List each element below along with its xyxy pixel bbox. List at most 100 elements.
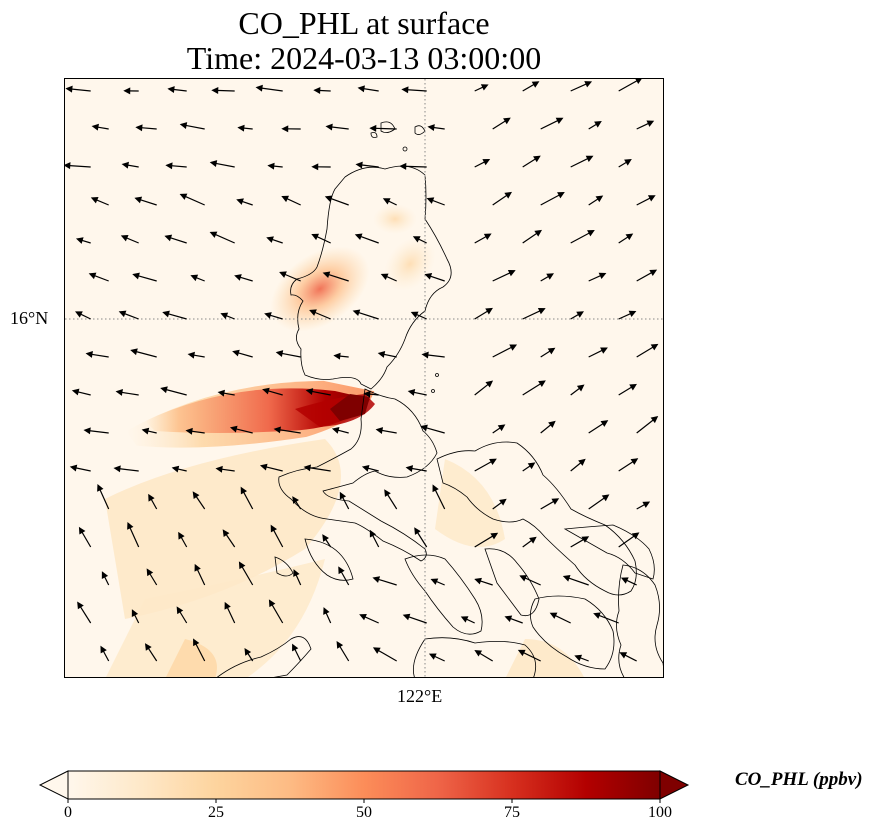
latitude-label: 16°N	[10, 308, 49, 328]
wind-vector-head-100	[262, 387, 270, 395]
wind-vector-head-115	[420, 424, 428, 432]
wind-vector-135	[242, 490, 254, 510]
wind-vector-178	[553, 614, 571, 624]
wind-vector-head-71	[649, 269, 658, 277]
wind-vector-head-187	[428, 653, 437, 660]
wind-vector-head-88	[275, 350, 284, 357]
wind-vector-head-73	[118, 310, 127, 318]
wind-vector-27	[213, 162, 235, 168]
wind-vector-head-58	[587, 230, 595, 237]
wind-vector-118	[588, 422, 605, 434]
wind-vector-111	[234, 427, 253, 434]
wind-vector-71	[636, 271, 654, 282]
wind-vector-head-56	[483, 233, 492, 240]
wind-vector-head-135	[240, 486, 248, 495]
wind-vector-head-155	[631, 532, 640, 540]
wind-vector-3	[215, 89, 235, 92]
wind-vector-head-62	[190, 274, 199, 282]
wind-vector-151	[416, 530, 428, 548]
colorbar-tick-marks	[67, 799, 661, 803]
wind-vector-head-67	[424, 273, 433, 280]
wind-vector-147	[224, 532, 236, 548]
wind-vector-91	[425, 354, 445, 358]
wind-vector-139	[433, 488, 446, 510]
wind-vector-head-112	[273, 426, 282, 434]
wind-vector-head-55	[412, 236, 421, 243]
wind-vector-head-0	[65, 85, 73, 93]
wind-vector-head-183	[244, 647, 252, 656]
wind-vector-head-107	[629, 383, 637, 391]
wind-vector-head-114	[375, 427, 384, 434]
wind-vector-74	[166, 312, 187, 320]
colorbar-extend-min	[38, 770, 69, 800]
wind-vector-45	[540, 193, 562, 206]
wind-vector-101	[309, 390, 331, 396]
wind-vector-head-181	[144, 643, 152, 651]
wind-vector-head-191	[619, 652, 628, 659]
wind-vector-head-169	[131, 609, 139, 617]
wind-vector-13	[139, 126, 157, 130]
wind-vector-head-177	[504, 615, 513, 623]
wind-vector-head-2	[167, 86, 175, 93]
wind-vector-131	[618, 460, 635, 472]
wind-vector-head-128	[489, 458, 497, 466]
wind-vector-head-20	[503, 117, 511, 125]
wind-vector-head-184	[292, 643, 299, 652]
wind-vector-115	[424, 426, 445, 434]
wind-vector-154	[570, 537, 586, 548]
wind-vector-166	[566, 576, 589, 586]
wind-vector-head-94	[600, 347, 608, 354]
wind-vector-head-23	[646, 120, 655, 127]
colorbar-tick-50: 50	[356, 804, 372, 821]
wind-vector-4	[259, 87, 283, 92]
wind-vector-head-158	[194, 563, 201, 572]
wind-vector-head-17	[325, 123, 333, 131]
wind-vector-175	[406, 615, 427, 624]
wind-vector-head-64	[279, 271, 287, 278]
wind-vector-head-173	[323, 607, 330, 615]
wind-vector-head-61	[132, 272, 140, 280]
wind-vector-114	[379, 429, 397, 434]
wind-vector-head-106	[576, 384, 585, 392]
wind-vector-26	[169, 164, 187, 168]
wind-vector-head-95	[650, 343, 659, 351]
wind-vector-head-179	[593, 612, 601, 619]
wind-vector-head-161	[338, 566, 345, 575]
wind-vector-head-15	[237, 124, 245, 132]
wind-vector-head-1	[123, 87, 131, 95]
wind-vector-54	[358, 235, 379, 244]
wind-vector-head-57	[534, 229, 543, 237]
wind-vector-head-140	[499, 498, 507, 506]
wind-vector-head-123	[215, 465, 223, 473]
wind-vector-head-141	[551, 498, 560, 505]
wind-vector-132	[98, 487, 110, 510]
wind-vector-head-6	[357, 85, 365, 93]
wind-vector-head-51	[209, 231, 218, 238]
wind-vector-head-85	[130, 348, 138, 356]
wind-vector-87	[236, 351, 253, 358]
co-plume-north-top	[373, 204, 417, 234]
wind-vector-head-96	[71, 388, 80, 396]
wind-vector-head-8	[480, 84, 489, 91]
wind-vector-18	[373, 127, 397, 130]
wind-vector-head-36	[90, 196, 99, 204]
wind-vector-182	[194, 642, 206, 662]
wind-vector-head-13	[135, 124, 143, 132]
wind-vector-head-144	[78, 526, 86, 535]
wind-vector-head-166	[562, 575, 571, 582]
wind-vector-head-122	[171, 465, 180, 473]
wind-vector-84	[89, 353, 109, 358]
colorbar-tick-0: 0	[64, 804, 72, 821]
wind-vector-155	[618, 534, 637, 548]
wind-vector-17	[329, 126, 349, 130]
wind-vector-head-29	[311, 163, 319, 171]
wind-vector-head-185	[336, 640, 344, 649]
wind-vector-20	[492, 119, 508, 130]
wind-vector-6	[361, 87, 379, 92]
wind-vector-head-33	[533, 155, 541, 163]
wind-vector-31	[403, 165, 427, 168]
wind-vector-head-46	[595, 195, 604, 203]
wind-vector-head-174	[359, 613, 367, 621]
wind-vector-51	[213, 233, 235, 244]
wind-vector-145	[128, 525, 140, 548]
